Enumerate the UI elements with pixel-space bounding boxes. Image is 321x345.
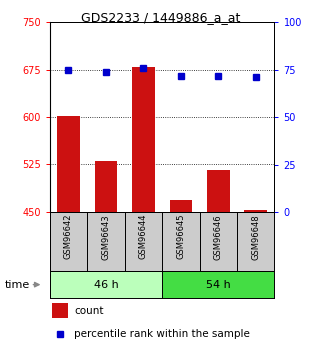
Bar: [237, 212, 274, 271]
Bar: [95, 161, 117, 212]
Bar: [245, 210, 267, 212]
Text: GSM96644: GSM96644: [139, 214, 148, 259]
Bar: [169, 200, 192, 212]
Text: GSM96646: GSM96646: [214, 214, 223, 259]
Text: time: time: [5, 280, 30, 289]
Text: 54 h: 54 h: [206, 280, 231, 289]
Text: percentile rank within the sample: percentile rank within the sample: [74, 329, 250, 339]
Text: GSM96645: GSM96645: [176, 214, 185, 259]
Bar: [132, 67, 155, 212]
Bar: [200, 212, 237, 271]
Text: GSM96648: GSM96648: [251, 214, 260, 259]
Bar: [52, 303, 68, 318]
Text: 46 h: 46 h: [93, 280, 118, 289]
Bar: [125, 212, 162, 271]
Text: GDS2233 / 1449886_a_at: GDS2233 / 1449886_a_at: [81, 11, 240, 24]
Text: count: count: [74, 306, 104, 315]
Bar: [87, 212, 125, 271]
Bar: [50, 271, 162, 298]
Text: GSM96643: GSM96643: [101, 214, 110, 259]
Bar: [50, 212, 87, 271]
Bar: [57, 116, 80, 212]
Bar: [162, 271, 274, 298]
Bar: [162, 212, 200, 271]
Bar: [207, 170, 230, 212]
Text: GSM96642: GSM96642: [64, 214, 73, 259]
